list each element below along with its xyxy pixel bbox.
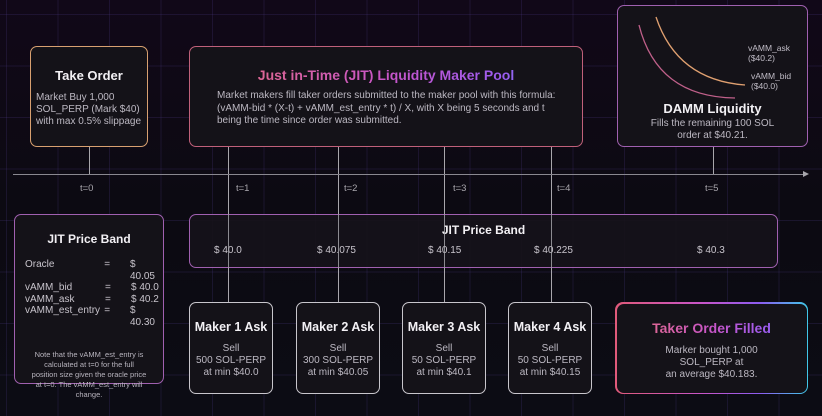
connector-t5 bbox=[713, 146, 714, 174]
tick-t1: t=1 bbox=[236, 183, 250, 194]
damm-box: vAMM_ask ($40.2) vAMM_bid ($40.0) DAMM L… bbox=[617, 5, 808, 147]
left-price-band-box: JIT Price Band Oracle = $ 40.05 vAMM_bid… bbox=[14, 214, 164, 399]
connector-t0 bbox=[89, 146, 90, 174]
price-row-oracle: Oracle = $ 40.05 bbox=[25, 259, 155, 282]
vamm-bid-label: vAMM_bid ($40.0) bbox=[751, 71, 792, 91]
connector-t2-over bbox=[338, 214, 339, 268]
filled-title: Taker Order Filled bbox=[617, 304, 807, 336]
take-order-title: Take Order bbox=[55, 68, 123, 83]
liquidity-curves-icon bbox=[638, 16, 746, 99]
connector-t1-over bbox=[228, 214, 229, 268]
filled-box-border: Taker Order Filled Marker bought 1,000 S… bbox=[615, 302, 808, 394]
tick-t2: t=2 bbox=[344, 183, 358, 194]
take-order-desc: Market Buy 1,000 SOL_PERP (Mark $40) wit… bbox=[36, 92, 142, 127]
price-band-box: JIT Price Band $ 40.0 $ 40.075 $ 40.15 $… bbox=[189, 214, 778, 268]
filled-box: Taker Order Filled Marker bought 1,000 S… bbox=[616, 303, 807, 393]
price-band-price-4: $ 40.3 bbox=[697, 245, 725, 256]
price-row-vamm-bid: vAMM_bid = $ 40.0 bbox=[25, 282, 159, 293]
maker-2-ask-box: Maker 2 Ask Sell 300 SOL-PERP at min $40… bbox=[296, 302, 380, 394]
price-row-vamm-ask: vAMM_ask = $ 40.2 bbox=[25, 293, 159, 305]
maker-2-desc: Sell 300 SOL-PERP at min $40.05 bbox=[302, 343, 374, 378]
left-price-band-title: JIT Price Band bbox=[47, 232, 131, 246]
take-order-box: Take Order Market Buy 1,000 SOL_PERP (Ma… bbox=[30, 46, 148, 147]
price-band-price-0: $ 40.0 bbox=[214, 245, 242, 256]
maker-4-title: Maker 4 Ask bbox=[513, 320, 587, 334]
maker-3-desc: Sell 50 SOL-PERP at min $40.1 bbox=[411, 343, 477, 378]
maker-2-title: Maker 2 Ask bbox=[301, 320, 375, 334]
timeline-arrow-icon bbox=[803, 171, 809, 177]
timeline-axis bbox=[13, 174, 803, 175]
vamm-ask-label: vAMM_ask ($40.2) bbox=[748, 43, 791, 63]
damm-desc: Fills the remaining 100 SOL order at $40… bbox=[650, 118, 775, 141]
maker-1-title: Maker 1 Ask bbox=[194, 320, 268, 334]
filled-desc: Marker bought 1,000 SOL_PERP at an avera… bbox=[665, 344, 758, 380]
maker-1-ask-box: Maker 1 Ask Sell 500 SOL-PERP at min $40… bbox=[189, 302, 273, 394]
price-band-price-1: $ 40.075 bbox=[317, 245, 356, 256]
tick-t0: t=0 bbox=[80, 183, 94, 194]
connector-t3-over bbox=[444, 214, 445, 268]
damm-title: DAMM Liquidity bbox=[663, 101, 762, 116]
maker-3-ask-box: Maker 3 Ask Sell 50 SOL-PERP at min $40.… bbox=[402, 302, 486, 394]
tick-t5: t=5 bbox=[705, 183, 719, 194]
jit-pool-title: Just in-Time (JIT) Liquidity Maker Pool bbox=[190, 67, 582, 83]
maker-3-title: Maker 3 Ask bbox=[407, 320, 481, 334]
maker-4-ask-box: Maker 4 Ask Sell 50 SOL-PERP at min $40.… bbox=[508, 302, 592, 394]
maker-1-desc: Sell 500 SOL-PERP at min $40.0 bbox=[195, 343, 267, 378]
tick-t4: t=4 bbox=[557, 183, 571, 194]
left-price-band-note: Note that the vAMM_est_entry is calculat… bbox=[31, 350, 147, 399]
price-row-vamm-est-entry: vAMM_est_entry = $ 40.30 bbox=[25, 305, 155, 328]
jit-pool-box: Just in-Time (JIT) Liquidity Maker Pool … bbox=[189, 46, 583, 147]
tick-t3: t=3 bbox=[453, 183, 467, 194]
price-band-price-3: $ 40.225 bbox=[534, 245, 573, 256]
price-table: Oracle = $ 40.05 vAMM_bid = $ 40.0 vAMM_… bbox=[15, 259, 163, 328]
maker-4-desc: Sell 50 SOL-PERP at min $40.15 bbox=[517, 343, 583, 378]
jit-pool-desc: Market makers fill taker orders submitte… bbox=[217, 90, 556, 126]
connector-t4-over bbox=[551, 214, 552, 268]
price-band-title: JIT Price Band bbox=[441, 223, 526, 237]
